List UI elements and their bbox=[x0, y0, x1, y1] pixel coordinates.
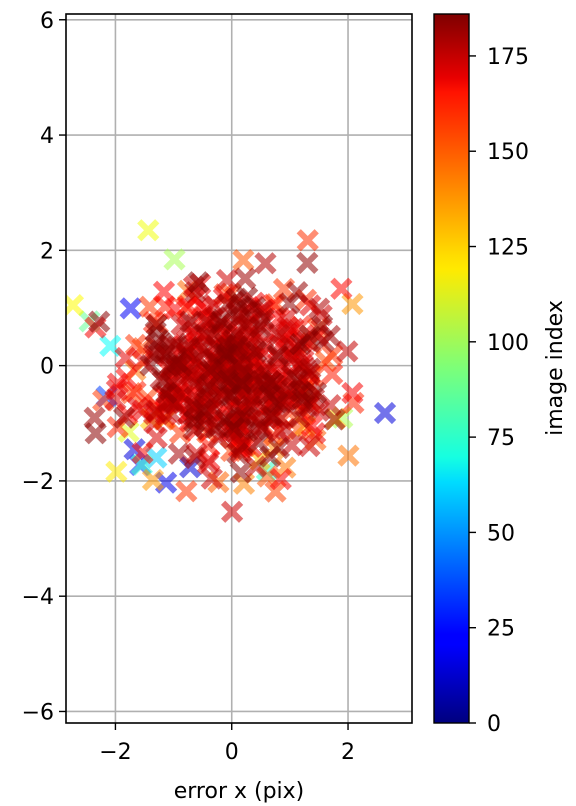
scatter-point bbox=[105, 460, 128, 483]
scatter-point bbox=[321, 343, 344, 367]
scatter-point bbox=[239, 394, 263, 418]
scatter-point bbox=[119, 297, 142, 320]
scatter-point bbox=[274, 307, 298, 331]
scatter-point bbox=[307, 297, 331, 320]
scatter-point bbox=[230, 371, 253, 395]
scatter-point bbox=[183, 410, 206, 433]
y-tick-label: −6 bbox=[22, 700, 54, 725]
scatter-point bbox=[268, 323, 291, 346]
scatter-point bbox=[145, 313, 168, 337]
scatter-point bbox=[291, 387, 314, 411]
scatter-point bbox=[66, 293, 85, 317]
scatter-point bbox=[200, 467, 223, 490]
colorbar bbox=[433, 13, 470, 724]
scatter-point bbox=[84, 422, 107, 445]
scatter-point bbox=[278, 292, 301, 315]
scatter-point bbox=[216, 342, 239, 366]
scatter-point bbox=[104, 388, 127, 412]
colorbar-ticks: 0 25 50 75 100 125 150 175 bbox=[469, 45, 529, 737]
scatter-point bbox=[337, 444, 360, 467]
x-tick-label: 0 bbox=[225, 740, 239, 765]
scatter-point bbox=[234, 267, 257, 290]
colorbar-tick-label: 25 bbox=[487, 617, 515, 642]
scatter-point bbox=[229, 461, 252, 484]
scatter-point bbox=[183, 446, 207, 470]
scatter-point bbox=[236, 286, 259, 309]
scatter-point bbox=[163, 248, 186, 271]
scatter-point bbox=[141, 468, 165, 492]
scatter-point bbox=[254, 252, 277, 275]
y-tick-label: 2 bbox=[40, 239, 54, 264]
colorbar-title: image index bbox=[543, 300, 568, 436]
x-axis-title: error x (pix) bbox=[174, 779, 305, 804]
y-tick-label: 6 bbox=[40, 9, 54, 34]
scatter-point bbox=[296, 229, 319, 252]
x-tick-label: 2 bbox=[341, 740, 355, 765]
scatter-point bbox=[196, 452, 220, 475]
scatter-point bbox=[298, 434, 321, 458]
scatter-point bbox=[155, 381, 178, 405]
colorbar-tick-label: 100 bbox=[487, 331, 529, 356]
y-tick-label: 0 bbox=[40, 355, 54, 380]
scatter-point bbox=[247, 431, 270, 454]
scatter-point bbox=[144, 320, 167, 343]
colorbar-tick-label: 150 bbox=[487, 140, 529, 165]
scatter-point bbox=[106, 372, 129, 395]
y-axis-ticks: −6 −4 −2 0 2 4 6 bbox=[22, 9, 66, 725]
x-axis-ticks: −2 0 2 bbox=[99, 723, 355, 765]
scatter-point bbox=[112, 406, 136, 429]
y-tick-label: 4 bbox=[40, 124, 54, 149]
scatter-point bbox=[321, 362, 344, 386]
scatter-point bbox=[226, 442, 249, 465]
scatter-point bbox=[167, 442, 190, 465]
scatter-point bbox=[187, 271, 210, 294]
scatter-point bbox=[266, 343, 289, 366]
scatter-point bbox=[269, 468, 292, 491]
scatter-point bbox=[175, 480, 198, 503]
scatter-point bbox=[244, 455, 267, 478]
scatter-point bbox=[196, 376, 219, 399]
scatter-point bbox=[288, 406, 311, 429]
scatter-point bbox=[199, 359, 222, 382]
colorbar-tick-label: 75 bbox=[487, 426, 515, 451]
scatter-point bbox=[304, 421, 327, 445]
scatter-point bbox=[166, 350, 189, 374]
scatter-point bbox=[257, 384, 281, 407]
y-tick-label: −2 bbox=[22, 470, 54, 495]
colorbar-tick-label: 175 bbox=[487, 45, 529, 70]
scatter-point bbox=[336, 340, 359, 363]
scatter-point bbox=[341, 381, 364, 405]
scatter-point bbox=[179, 310, 202, 333]
scatter-point bbox=[289, 333, 312, 356]
scatter-point bbox=[137, 219, 160, 242]
colorbar-tick-label: 125 bbox=[487, 236, 529, 261]
scatter-point bbox=[114, 346, 137, 370]
scatter-point bbox=[211, 308, 234, 332]
scatter-point bbox=[264, 480, 287, 503]
y-tick-label: −4 bbox=[22, 585, 54, 610]
scatter-point bbox=[220, 500, 244, 523]
scatter-point bbox=[152, 280, 176, 303]
scatter-point bbox=[296, 251, 319, 275]
scatter-point bbox=[164, 332, 188, 355]
scatter-point bbox=[88, 310, 111, 333]
scatter-point bbox=[139, 354, 162, 377]
scatter-point bbox=[232, 249, 255, 272]
scatter-point bbox=[330, 277, 353, 300]
x-tick-label: −2 bbox=[99, 740, 131, 765]
scatter-point bbox=[245, 340, 268, 363]
scatter-point bbox=[259, 404, 283, 427]
scatter-point bbox=[222, 416, 245, 439]
plot-frame bbox=[65, 13, 413, 724]
scatter-point bbox=[215, 268, 239, 292]
scatter-point bbox=[145, 446, 168, 469]
colorbar-tick-label: 50 bbox=[487, 521, 515, 546]
colorbar-tick-label: 0 bbox=[487, 712, 501, 737]
scatter-points bbox=[66, 219, 397, 523]
scatter-point bbox=[373, 401, 397, 425]
scatter-point bbox=[323, 408, 346, 431]
